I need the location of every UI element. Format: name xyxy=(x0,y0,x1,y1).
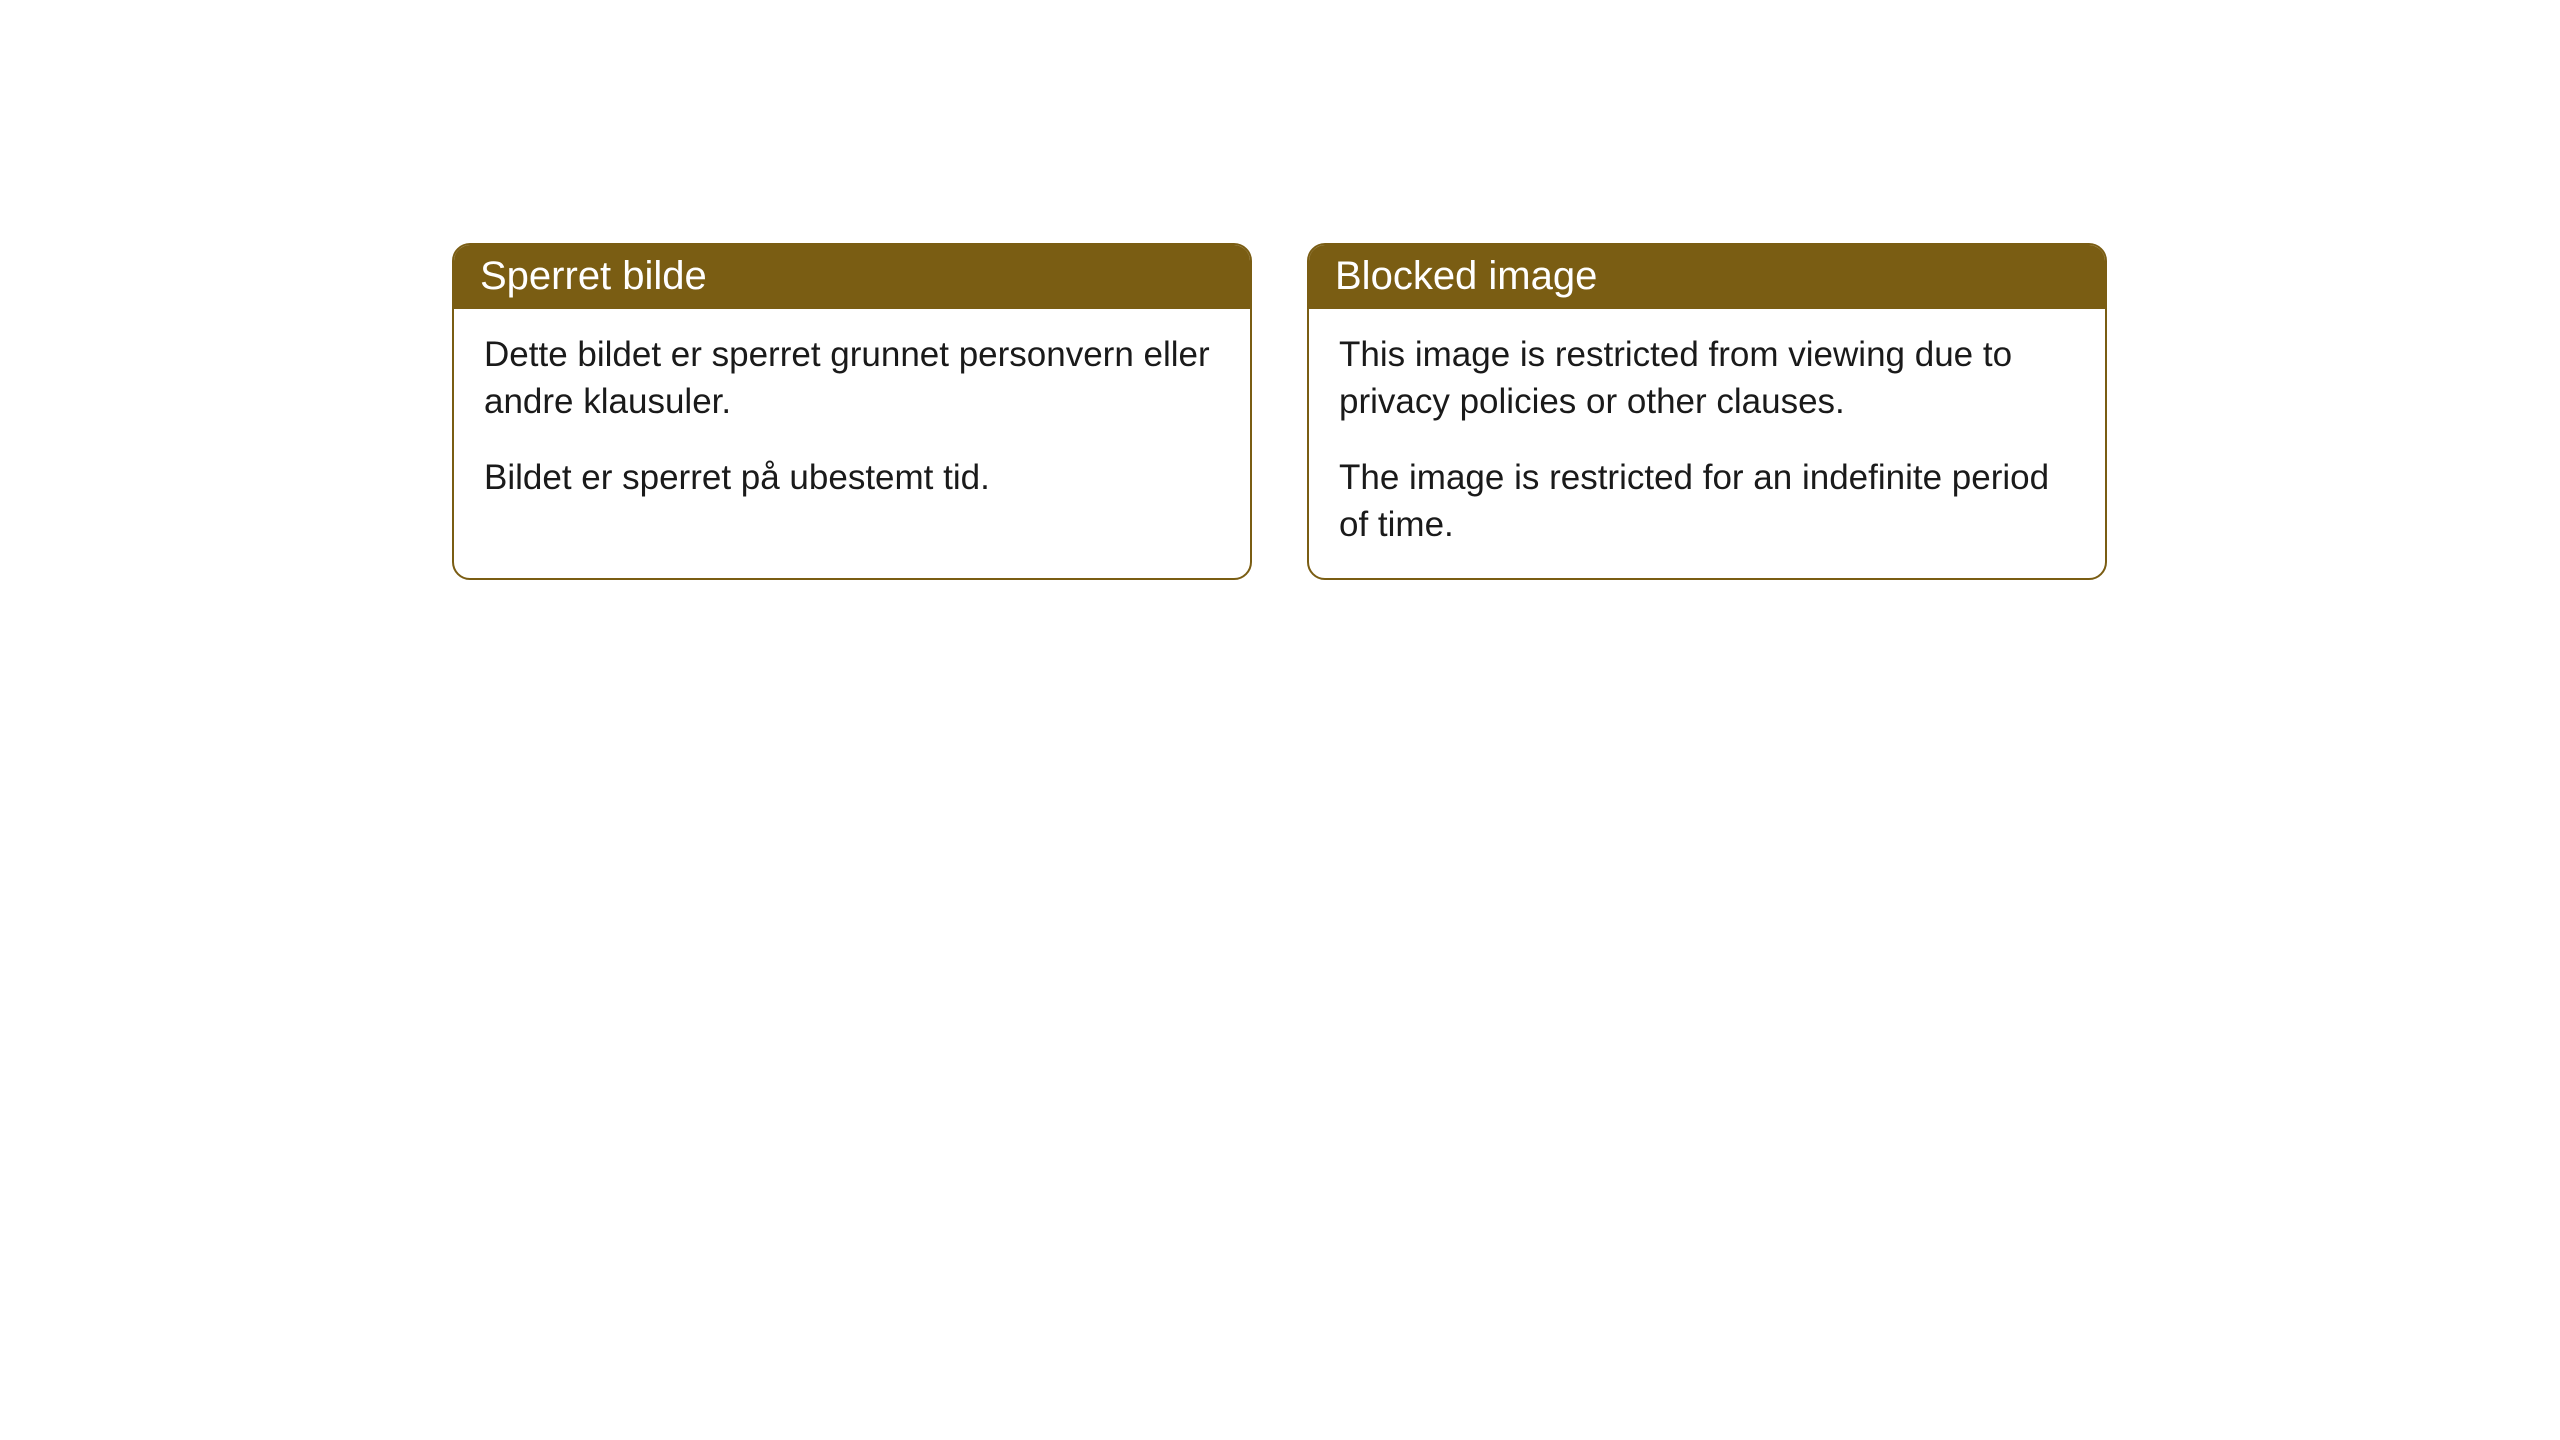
notice-cards-container: Sperret bilde Dette bildet er sperret gr… xyxy=(452,243,2107,580)
notice-card-english: Blocked image This image is restricted f… xyxy=(1307,243,2107,580)
card-paragraph: This image is restricted from viewing du… xyxy=(1339,331,2075,426)
card-body: Dette bildet er sperret grunnet personve… xyxy=(454,309,1250,531)
notice-card-norwegian: Sperret bilde Dette bildet er sperret gr… xyxy=(452,243,1252,580)
card-header: Sperret bilde xyxy=(454,245,1250,309)
card-header: Blocked image xyxy=(1309,245,2105,309)
card-title: Blocked image xyxy=(1335,254,1597,298)
card-body: This image is restricted from viewing du… xyxy=(1309,309,2105,578)
card-paragraph: Bildet er sperret på ubestemt tid. xyxy=(484,454,1220,501)
card-title: Sperret bilde xyxy=(480,254,707,298)
card-paragraph: The image is restricted for an indefinit… xyxy=(1339,454,2075,549)
card-paragraph: Dette bildet er sperret grunnet personve… xyxy=(484,331,1220,426)
